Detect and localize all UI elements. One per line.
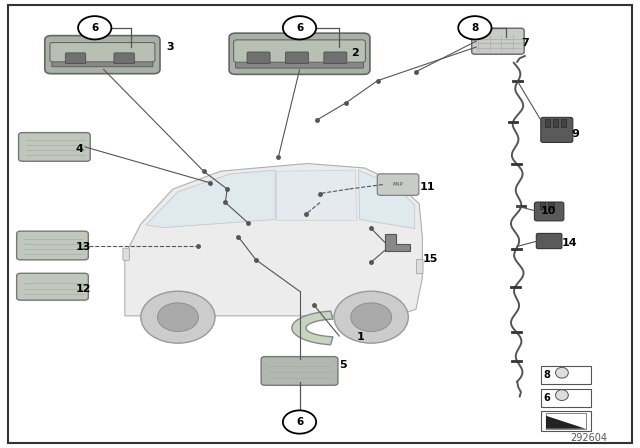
Circle shape — [334, 291, 408, 343]
Text: 6: 6 — [296, 23, 303, 33]
Text: 13: 13 — [76, 242, 91, 252]
Text: 10: 10 — [541, 207, 556, 216]
Text: 14: 14 — [562, 238, 577, 248]
FancyBboxPatch shape — [541, 117, 573, 142]
FancyBboxPatch shape — [541, 389, 591, 407]
Text: 5: 5 — [339, 360, 347, 370]
Polygon shape — [276, 170, 357, 220]
Text: 6: 6 — [543, 393, 550, 403]
FancyBboxPatch shape — [52, 60, 153, 67]
Polygon shape — [546, 413, 586, 429]
Text: 15: 15 — [422, 254, 438, 264]
FancyBboxPatch shape — [114, 53, 134, 64]
FancyBboxPatch shape — [123, 248, 129, 260]
Text: 11: 11 — [419, 182, 435, 192]
FancyBboxPatch shape — [417, 259, 423, 274]
Polygon shape — [385, 234, 410, 251]
Text: MAP: MAP — [393, 182, 403, 187]
Ellipse shape — [556, 390, 568, 401]
Text: 292604: 292604 — [570, 433, 607, 443]
Polygon shape — [125, 164, 422, 316]
Text: 8: 8 — [543, 370, 550, 380]
FancyBboxPatch shape — [540, 202, 545, 209]
FancyBboxPatch shape — [536, 233, 562, 249]
Polygon shape — [292, 311, 333, 345]
FancyBboxPatch shape — [378, 174, 419, 195]
FancyBboxPatch shape — [548, 202, 554, 209]
Polygon shape — [358, 170, 415, 228]
FancyBboxPatch shape — [234, 40, 365, 62]
FancyBboxPatch shape — [8, 5, 632, 443]
Circle shape — [458, 16, 492, 39]
FancyBboxPatch shape — [324, 52, 347, 64]
FancyBboxPatch shape — [17, 231, 88, 260]
Polygon shape — [546, 416, 586, 429]
FancyBboxPatch shape — [50, 43, 155, 62]
FancyBboxPatch shape — [229, 33, 370, 74]
Text: 8: 8 — [471, 23, 479, 33]
FancyBboxPatch shape — [541, 366, 591, 384]
Text: 9: 9 — [571, 129, 579, 139]
FancyBboxPatch shape — [19, 133, 90, 161]
Circle shape — [283, 16, 316, 39]
Text: 7: 7 — [522, 38, 529, 47]
Text: 12: 12 — [76, 284, 91, 294]
Circle shape — [283, 410, 316, 434]
FancyBboxPatch shape — [261, 357, 338, 385]
FancyBboxPatch shape — [472, 28, 524, 54]
Circle shape — [141, 291, 215, 343]
FancyBboxPatch shape — [247, 52, 270, 64]
FancyBboxPatch shape — [45, 36, 160, 73]
FancyBboxPatch shape — [65, 53, 86, 64]
FancyBboxPatch shape — [17, 273, 88, 300]
FancyBboxPatch shape — [545, 119, 550, 127]
Ellipse shape — [556, 367, 568, 378]
FancyBboxPatch shape — [561, 119, 566, 127]
FancyBboxPatch shape — [541, 411, 591, 431]
FancyBboxPatch shape — [285, 52, 308, 64]
FancyBboxPatch shape — [236, 60, 364, 68]
Text: 2: 2 — [351, 48, 358, 58]
Circle shape — [157, 303, 198, 332]
Circle shape — [78, 16, 111, 39]
Polygon shape — [146, 170, 275, 228]
Circle shape — [351, 303, 392, 332]
Text: 6: 6 — [296, 417, 303, 427]
Text: 6: 6 — [91, 23, 99, 33]
Text: 3: 3 — [166, 42, 174, 52]
Text: 1: 1 — [357, 332, 365, 342]
FancyBboxPatch shape — [553, 119, 558, 127]
Text: 4: 4 — [76, 144, 83, 154]
FancyBboxPatch shape — [534, 202, 564, 221]
